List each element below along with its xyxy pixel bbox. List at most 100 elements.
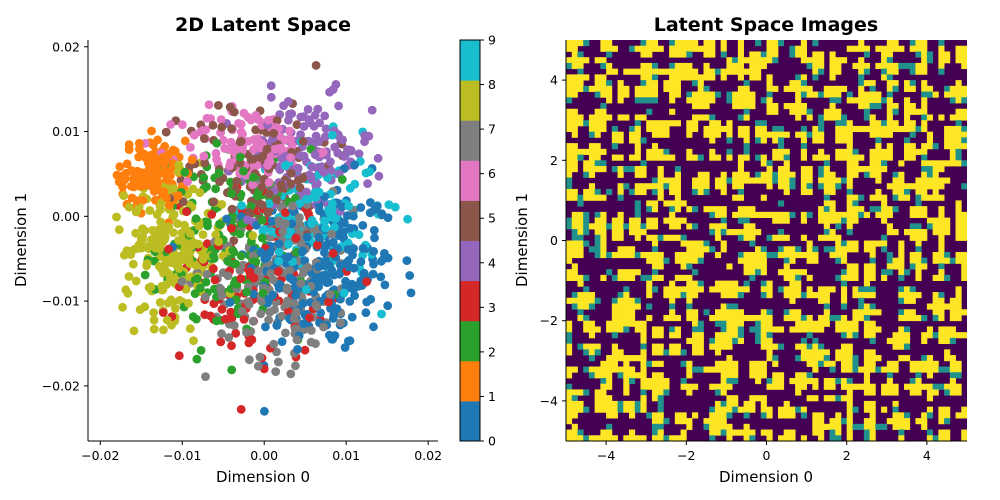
heatmap-cell bbox=[903, 423, 911, 430]
heatmap-cell bbox=[726, 337, 733, 345]
heatmap-cell bbox=[566, 91, 573, 98]
heatmap-cell bbox=[766, 280, 773, 287]
heatmap-cell bbox=[577, 74, 584, 81]
heatmap-cell bbox=[669, 85, 676, 92]
heatmap-cell bbox=[623, 85, 630, 92]
scatter-point bbox=[185, 229, 195, 239]
heatmap-cell bbox=[703, 51, 710, 58]
heatmap-cell bbox=[909, 131, 916, 138]
heatmap-cell bbox=[892, 108, 899, 115]
heatmap-cell bbox=[686, 418, 693, 425]
heatmap-cell bbox=[875, 160, 882, 167]
heatmap-cell bbox=[732, 429, 739, 436]
heatmap-cell bbox=[944, 406, 951, 413]
heatmap-cell bbox=[835, 148, 842, 155]
heatmap-cell bbox=[703, 125, 710, 133]
heatmap-cell bbox=[795, 377, 802, 385]
heatmap-cell bbox=[886, 366, 893, 373]
heatmap-cell bbox=[869, 120, 876, 127]
colorbar-segment bbox=[460, 240, 480, 282]
scatter-point bbox=[362, 277, 372, 287]
scatter-point bbox=[186, 241, 196, 251]
heatmap-cell bbox=[692, 240, 699, 247]
heatmap-cell bbox=[640, 251, 647, 259]
heatmap-cell bbox=[594, 74, 601, 81]
heatmap-cell bbox=[829, 200, 836, 207]
heatmap-cell bbox=[663, 131, 670, 138]
heatmap-cell bbox=[760, 366, 767, 373]
heatmap-cell bbox=[760, 251, 767, 259]
heatmap-cell bbox=[697, 177, 704, 184]
heatmap-cell bbox=[938, 251, 945, 259]
heatmap-cell bbox=[823, 171, 830, 178]
heatmap-cell bbox=[760, 332, 767, 339]
heatmap-cell bbox=[840, 303, 848, 310]
heatmap-cell bbox=[709, 429, 716, 436]
heatmap-cell bbox=[961, 257, 967, 264]
heatmap-cell bbox=[720, 183, 727, 190]
heatmap-cell bbox=[858, 125, 865, 133]
heatmap-cell bbox=[588, 372, 596, 379]
heatmap-cell bbox=[686, 257, 693, 264]
heatmap-cell bbox=[777, 131, 785, 138]
heatmap-cell bbox=[600, 372, 607, 379]
heatmap-cell bbox=[961, 91, 967, 98]
heatmap-cell bbox=[949, 332, 956, 339]
heatmap-cell bbox=[938, 435, 945, 441]
heatmap-cell bbox=[932, 177, 939, 184]
scatter-point bbox=[327, 229, 336, 239]
heatmap-cell bbox=[732, 194, 739, 201]
heatmap-cell bbox=[571, 240, 578, 247]
heatmap-cell bbox=[955, 217, 962, 224]
heatmap-cell bbox=[755, 62, 762, 70]
scatter-point bbox=[350, 291, 359, 300]
heatmap-cell bbox=[881, 160, 888, 167]
heatmap-cell bbox=[760, 395, 767, 402]
heatmap-cell bbox=[886, 148, 893, 155]
heatmap-cell bbox=[926, 360, 934, 367]
scatter-point bbox=[330, 331, 340, 340]
heatmap-cell bbox=[840, 131, 848, 138]
scatter-point bbox=[208, 120, 218, 130]
heatmap-cell bbox=[777, 377, 785, 385]
heatmap-cell bbox=[875, 177, 882, 184]
heatmap-cell bbox=[840, 326, 848, 333]
heatmap-cell bbox=[743, 400, 750, 408]
heatmap-cell bbox=[669, 314, 676, 322]
heatmap-cell bbox=[777, 183, 785, 190]
heatmap-cell bbox=[892, 360, 899, 367]
heatmap-cell bbox=[875, 309, 882, 316]
heatmap-cell bbox=[760, 286, 767, 293]
heatmap-cell bbox=[692, 91, 699, 98]
heatmap-cell bbox=[829, 435, 836, 441]
heatmap-cell bbox=[852, 263, 859, 270]
scatter-point bbox=[221, 314, 230, 324]
heatmap-cell bbox=[760, 343, 767, 350]
heatmap-cell bbox=[571, 217, 578, 224]
heatmap-cell bbox=[566, 80, 573, 87]
heatmap-cell bbox=[777, 326, 785, 333]
heatmap-cell bbox=[921, 257, 928, 264]
heatmap-cell bbox=[697, 257, 704, 264]
heatmap-cell bbox=[783, 160, 790, 167]
heatmap-cell bbox=[938, 366, 945, 373]
heatmap-cell bbox=[903, 383, 911, 390]
heatmap-cell bbox=[640, 62, 647, 70]
heatmap-cell bbox=[835, 251, 842, 259]
heatmap-cell bbox=[588, 131, 596, 138]
heatmap-cell bbox=[634, 131, 641, 138]
heatmap-cell bbox=[629, 372, 636, 379]
heatmap-cell bbox=[766, 80, 773, 87]
heatmap-cell bbox=[571, 154, 578, 161]
heatmap-cell bbox=[703, 74, 710, 81]
heatmap-cell bbox=[634, 171, 641, 178]
heatmap-cell bbox=[617, 194, 624, 201]
scatter-point bbox=[314, 136, 324, 146]
heatmap-cell bbox=[881, 389, 888, 396]
heatmap-cell bbox=[806, 131, 813, 138]
scatter-point bbox=[321, 256, 331, 266]
scatter-point bbox=[300, 256, 310, 265]
heatmap-cell bbox=[623, 303, 630, 310]
heatmap-cell bbox=[938, 206, 945, 213]
heatmap-cell bbox=[840, 292, 848, 299]
